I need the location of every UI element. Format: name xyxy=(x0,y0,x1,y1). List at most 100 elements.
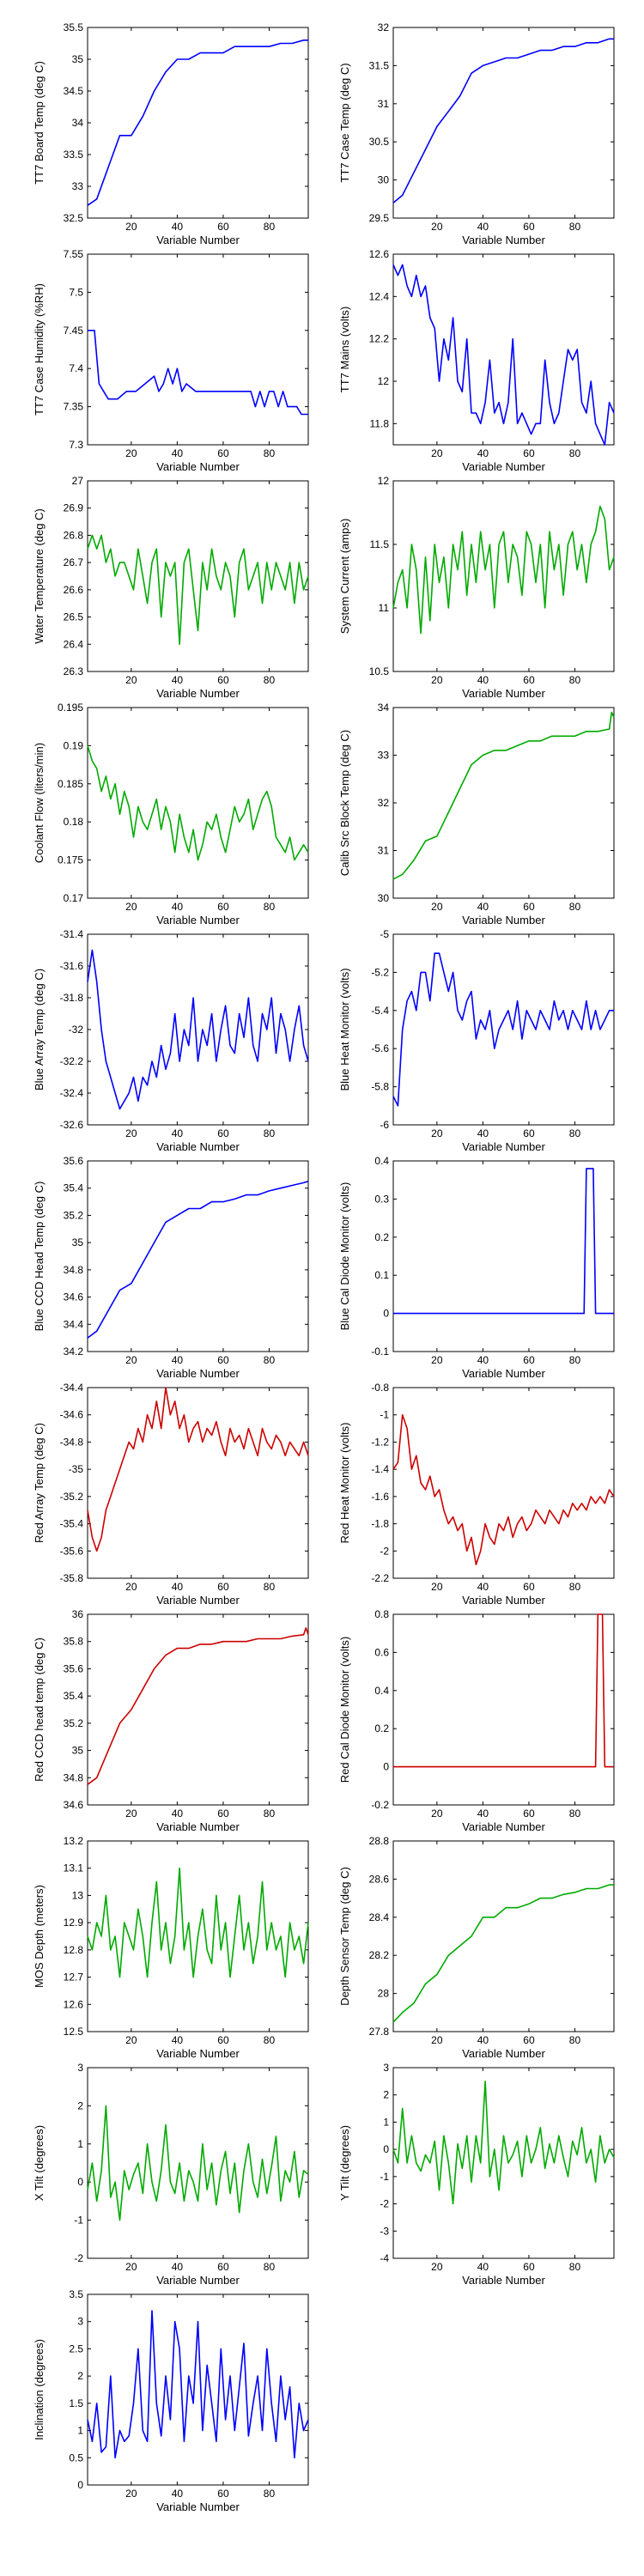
y-tick-label: 0 xyxy=(383,1308,389,1320)
y-tick-label: 13.1 xyxy=(64,1862,84,1874)
y-tick-label: 30 xyxy=(378,892,390,904)
y-tick-label: 33 xyxy=(378,750,390,762)
y-tick-label: -4 xyxy=(380,2252,389,2264)
plot-frame xyxy=(392,253,615,446)
x-tick-label: 20 xyxy=(431,1354,443,1366)
y-tick-label: 0 xyxy=(77,2176,83,2188)
y-tick-label: 1 xyxy=(77,2425,83,2437)
y-axis-label: System Current (amps) xyxy=(338,519,351,634)
y-axis-label: Depth Sensor Temp (deg C) xyxy=(338,1867,351,2006)
y-tick-label: 0.175 xyxy=(58,854,83,866)
x-tick-label: 80 xyxy=(264,1581,276,1593)
y-tick-label: 1.5 xyxy=(69,2397,83,2409)
x-tick-label: 80 xyxy=(569,674,581,686)
chart-panel-11: 20 40 60 80 34.2 34.4 34.6 34.8 35 35.2 35.4 35.6 Va… xyxy=(33,1155,309,1380)
x-tick-label: 80 xyxy=(569,1354,581,1366)
y-tick-label: 11.5 xyxy=(370,538,390,550)
plot-frame xyxy=(392,1613,615,1806)
y-tick-label: 0.185 xyxy=(58,778,83,790)
y-tick-label: 34.2 xyxy=(64,1346,84,1358)
x-tick-label: 80 xyxy=(264,2488,276,2500)
y-tick-label: -35.2 xyxy=(60,1491,84,1503)
x-tick-label: 40 xyxy=(477,221,489,233)
x-tick-label: 40 xyxy=(172,2488,184,2500)
y-tick-label: 7.4 xyxy=(69,362,83,374)
series-line xyxy=(87,1627,309,1785)
y-tick-label: 35 xyxy=(72,1745,84,1757)
x-axis-label: Variable Number xyxy=(462,2047,545,2060)
y-axis-label: Red CCD head temp (deg C) xyxy=(33,1637,46,1782)
chart-panel-16: 20 40 60 80 -0.2 0 0.2 0.4 0.6 0.8 Variable Number… xyxy=(338,1608,615,1833)
y-tick-label: 0.2 xyxy=(374,1722,389,1735)
x-axis-label: Variable Number xyxy=(462,2274,545,2287)
plot-frame xyxy=(392,27,615,219)
plot-frame xyxy=(392,2067,615,2259)
y-tick-label: -35.4 xyxy=(60,1518,84,1530)
plot-frame xyxy=(392,1160,615,1352)
x-tick-label: 20 xyxy=(431,2034,443,2046)
y-tick-label: 12.7 xyxy=(64,1971,84,1984)
x-tick-label: 80 xyxy=(264,901,276,913)
y-tick-label: 35.8 xyxy=(64,1636,84,1648)
plot-frame xyxy=(87,1387,309,1579)
y-tick-label: 34.6 xyxy=(64,1799,84,1811)
y-tick-label: 7.35 xyxy=(64,401,84,413)
y-axis-label: Red Cal Diode Monitor (volts) xyxy=(338,1637,351,1783)
x-tick-label: 60 xyxy=(217,1581,229,1593)
y-tick-label: 28 xyxy=(378,1988,390,2000)
chart-panel-21: 20 40 60 80 0 0.5 1 1.5 2 2.5 3 3.5 Variable Number I… xyxy=(33,2288,309,2513)
series-line xyxy=(392,264,615,446)
y-tick-label: 33 xyxy=(72,180,84,192)
y-tick-label: 35 xyxy=(72,1236,84,1249)
x-tick-label: 60 xyxy=(217,447,229,459)
x-tick-label: 20 xyxy=(431,221,443,233)
x-tick-label: 20 xyxy=(125,1581,137,1593)
y-tick-label: 32 xyxy=(378,21,390,33)
x-axis-label: Variable Number xyxy=(156,1820,240,1833)
y-tick-label: 35.4 xyxy=(64,1182,84,1194)
y-tick-label: 34 xyxy=(72,117,84,129)
x-tick-label: 60 xyxy=(217,2034,229,2046)
y-tick-label: 0.18 xyxy=(64,816,84,828)
y-tick-label: 26.3 xyxy=(64,665,84,677)
x-tick-label: 80 xyxy=(569,221,581,233)
series-line xyxy=(392,711,615,880)
y-tick-label: 30.5 xyxy=(369,136,390,148)
plot-frame xyxy=(87,1613,309,1806)
y-axis-label: Inclination (degrees) xyxy=(33,2339,46,2440)
x-tick-label: 80 xyxy=(569,2261,581,2273)
y-tick-label: 36 xyxy=(72,1608,84,1620)
x-tick-label: 60 xyxy=(217,2261,229,2273)
y-tick-label: 34.4 xyxy=(64,1318,84,1330)
plot-frame xyxy=(392,480,615,672)
x-tick-label: 60 xyxy=(523,1354,535,1366)
y-tick-label: 0.4 xyxy=(374,1685,389,1697)
chart-panel-19: 20 40 60 80 -2 -1 0 1 2 3 Variable Number X Tilt (d… xyxy=(33,2062,309,2287)
y-tick-label: -1.2 xyxy=(371,1436,389,1448)
y-tick-label: -2 xyxy=(380,2198,389,2210)
y-tick-label: 26.8 xyxy=(64,529,84,541)
x-tick-label: 60 xyxy=(523,674,535,686)
y-tick-label: 2 xyxy=(77,2099,83,2111)
y-tick-label: -2 xyxy=(74,2252,83,2264)
y-tick-label: -1.6 xyxy=(371,1491,389,1503)
series-line xyxy=(87,534,309,646)
y-tick-label: 0 xyxy=(383,1761,389,1773)
y-tick-label: 12.2 xyxy=(369,333,390,345)
y-tick-label: 12.8 xyxy=(64,1944,84,1956)
y-tick-label: 28.8 xyxy=(369,1835,390,1847)
y-tick-label: 7.45 xyxy=(64,325,84,337)
series-line xyxy=(393,1613,614,1768)
y-tick-label: 10.5 xyxy=(369,665,390,677)
chart-panel-9: 20 40 60 80 -31.4 -31.6 -31.8 -32 -32.2 -32.4 -32.… xyxy=(33,928,309,1153)
y-tick-label: -5.8 xyxy=(371,1081,389,1093)
y-tick-label: -1.4 xyxy=(371,1463,389,1475)
x-axis-label: Variable Number xyxy=(156,460,240,473)
y-tick-label: -1 xyxy=(380,2171,389,2183)
x-tick-label: 40 xyxy=(477,901,489,913)
x-axis-label: Variable Number xyxy=(156,1140,240,1153)
y-tick-label: -5.6 xyxy=(371,1042,389,1054)
y-tick-label: 35.2 xyxy=(64,1209,84,1221)
y-axis-label: Blue Heat Monitor (volts) xyxy=(338,968,351,1091)
y-tick-label: 34.8 xyxy=(64,1771,84,1783)
